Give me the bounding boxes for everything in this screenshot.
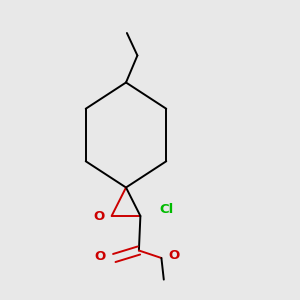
Text: Cl: Cl xyxy=(159,203,173,216)
Text: O: O xyxy=(168,249,180,262)
Text: O: O xyxy=(94,250,106,263)
Text: O: O xyxy=(93,209,105,223)
